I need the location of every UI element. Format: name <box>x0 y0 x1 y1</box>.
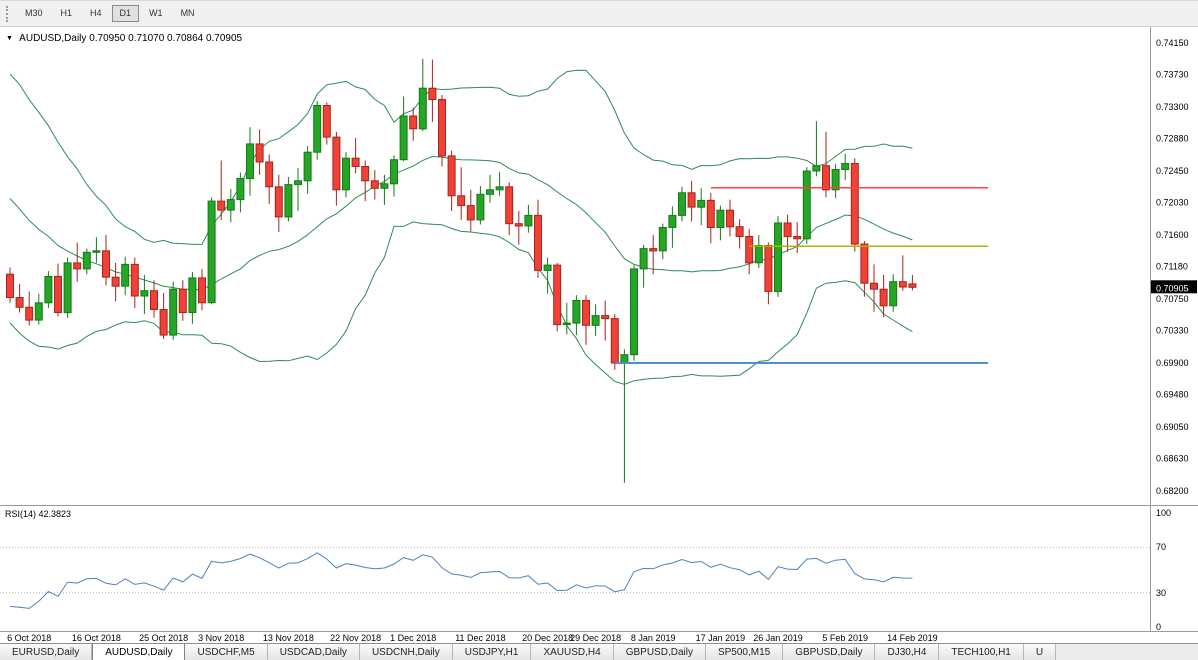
svg-text:0.72030: 0.72030 <box>1156 198 1189 208</box>
svg-text:0.70330: 0.70330 <box>1156 326 1189 336</box>
chart-tab-usdcnh-daily[interactable]: USDCNH,Daily <box>359 644 453 660</box>
chart-ohlc-values: 0.70950 0.71070 0.70864 0.70905 <box>89 33 243 44</box>
svg-text:0.72450: 0.72450 <box>1156 166 1189 176</box>
rsi-value: 42.3823 <box>38 509 72 519</box>
svg-text:0.70750: 0.70750 <box>1156 294 1189 304</box>
chart-tab-audusd-daily[interactable]: AUDUSD,Daily <box>92 644 186 660</box>
candles-layer <box>6 58 917 483</box>
timeframe-button-m30[interactable]: M30 <box>25 8 43 18</box>
svg-text:6 Oct 2018: 6 Oct 2018 <box>7 633 51 643</box>
svg-text:100: 100 <box>1156 508 1171 518</box>
svg-text:0: 0 <box>1156 622 1161 632</box>
timeframe-button-h4[interactable]: H4 <box>90 8 102 18</box>
svg-text:5 Feb 2019: 5 Feb 2019 <box>822 633 868 643</box>
timeframe-button-h1[interactable]: H1 <box>60 8 73 18</box>
chart-tab-eurusd-daily[interactable]: EURUSD,Daily <box>0 644 93 660</box>
timeframe-button-w1[interactable]: W1 <box>149 8 163 18</box>
svg-text:16 Oct 2018: 16 Oct 2018 <box>72 633 121 643</box>
svg-text:25 Oct 2018: 25 Oct 2018 <box>139 633 188 643</box>
hlines-layer <box>614 186 988 364</box>
rsi-layer: 100 70 30 0 <box>0 508 1171 632</box>
svg-text:11 Dec 2018: 11 Dec 2018 <box>455 633 505 643</box>
chart-tab-u[interactable]: U <box>1023 644 1057 660</box>
rsi-indicator-label: RSI(14) 42.3823 <box>5 509 71 519</box>
chart-tab-gbpusd-daily[interactable]: GBPUSD,Daily <box>613 644 706 660</box>
svg-text:0.73300: 0.73300 <box>1156 102 1189 112</box>
chart-header: ▼ AUDUSD,Daily 0.70950 0.71070 0.70864 0… <box>6 33 242 44</box>
chart-marker-icon: ▼ <box>6 35 13 42</box>
svg-text:0.69900: 0.69900 <box>1156 358 1189 368</box>
svg-text:0.68200: 0.68200 <box>1156 486 1189 496</box>
svg-text:70: 70 <box>1156 542 1166 552</box>
svg-text:8 Jan 2019: 8 Jan 2019 <box>631 633 676 643</box>
chart-area[interactable]: 100 70 30 0 0.74150 0.73730 0.73300 0.72880 0.72… <box>0 27 1198 643</box>
svg-text:13 Nov 2018: 13 Nov 2018 <box>263 633 314 643</box>
timeframe-button-mn[interactable]: MN <box>180 8 195 18</box>
svg-text:26 Jan 2019: 26 Jan 2019 <box>753 633 803 643</box>
svg-text:1 Dec 2018: 1 Dec 2018 <box>390 633 436 643</box>
svg-text:17 Jan 2019: 17 Jan 2019 <box>696 633 746 643</box>
chart-tab-usdchf-m5[interactable]: USDCHF,M5 <box>185 644 268 660</box>
chart-symbol-label: AUDUSD,Daily <box>19 33 87 44</box>
axes-layer: 0.74150 0.73730 0.73300 0.72880 0.72450 0.720… <box>0 27 1198 643</box>
chart-tab-dj30-h4[interactable]: DJ30,H4 <box>875 644 940 660</box>
price-chart-canvas[interactable]: 100 70 30 0 0.74150 0.73730 0.73300 0.72880 0.72… <box>0 27 1198 643</box>
svg-text:30: 30 <box>1156 588 1166 598</box>
timeframe-toolbar: M30 H1 H4 D1 W1 MN <box>0 1 1198 27</box>
svg-text:0.68630: 0.68630 <box>1156 454 1189 464</box>
chart-tab-sp500-m15[interactable]: SP500,M15 <box>705 644 784 660</box>
chart-tab-usdjpy-h1[interactable]: USDJPY,H1 <box>452 644 532 660</box>
svg-text:14 Feb 2019: 14 Feb 2019 <box>887 633 938 643</box>
chart-tab-usdcad-daily[interactable]: USDCAD,Daily <box>267 644 360 660</box>
chart-tab-gbpusd-daily[interactable]: GBPUSD,Daily <box>783 644 876 660</box>
svg-text:20 Dec 2018: 20 Dec 2018 <box>522 633 573 643</box>
rsi-name: RSI(14) <box>5 509 37 519</box>
svg-text:22 Nov 2018: 22 Nov 2018 <box>330 633 381 643</box>
svg-text:0.71600: 0.71600 <box>1156 230 1189 240</box>
svg-text:29 Dec 2018: 29 Dec 2018 <box>570 633 621 643</box>
chart-tab-xauusd-h4[interactable]: XAUUSD,H4 <box>531 644 614 660</box>
timeframe-button-d1[interactable]: D1 <box>111 5 140 22</box>
svg-text:0.69050: 0.69050 <box>1156 422 1189 432</box>
current-price-marker <box>1151 280 1197 294</box>
svg-text:0.72880: 0.72880 <box>1156 134 1189 144</box>
svg-text:0.70905: 0.70905 <box>1156 283 1189 293</box>
rsi-line <box>9 552 913 609</box>
chart-tabs-bar: EURUSD,Daily AUDUSD,Daily USDCHF,M5 USDCAD,… <box>0 643 1198 660</box>
svg-text:3 Nov 2018: 3 Nov 2018 <box>198 633 244 643</box>
svg-text:0.69480: 0.69480 <box>1156 390 1189 400</box>
chart-tab-tech100-h1[interactable]: TECH100,H1 <box>939 644 1024 660</box>
svg-text:0.71180: 0.71180 <box>1156 262 1188 272</box>
svg-text:0.73730: 0.73730 <box>1156 70 1189 80</box>
svg-text:0.74150: 0.74150 <box>1156 38 1189 48</box>
toolbar-drag-handle[interactable] <box>6 5 11 22</box>
